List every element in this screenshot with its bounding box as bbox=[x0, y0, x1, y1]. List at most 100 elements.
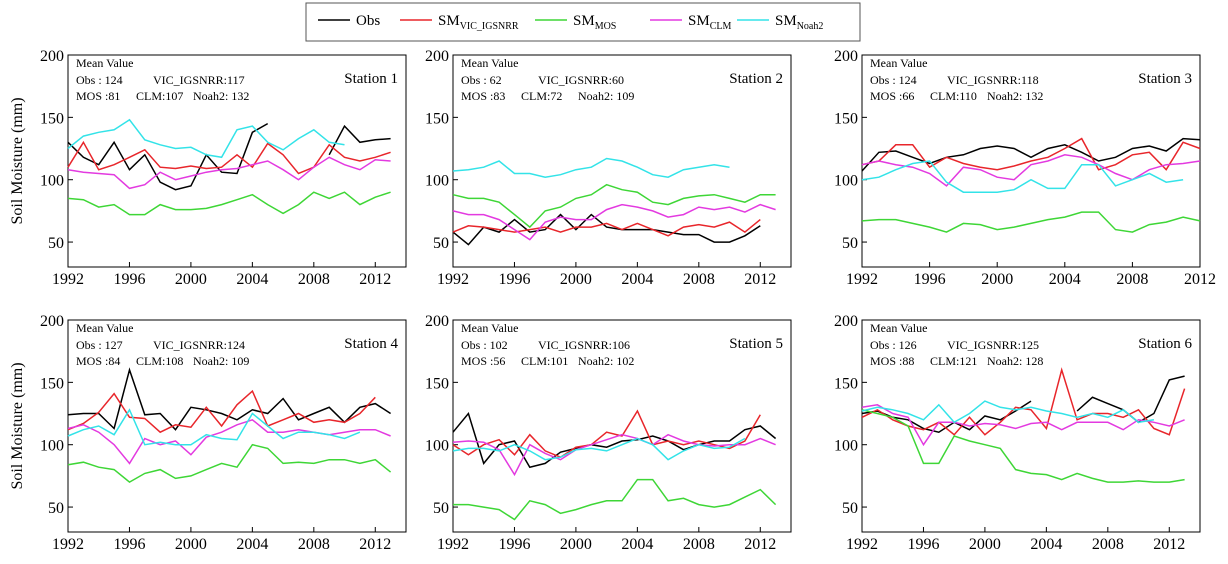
x-tick-label: 2000 bbox=[560, 271, 592, 288]
y-tick-label: 200 bbox=[40, 313, 64, 330]
annotation: VIC_IGSNRR:117 bbox=[153, 73, 245, 87]
series-line bbox=[67, 156, 391, 190]
panel-title: Station 3 bbox=[1138, 71, 1192, 87]
series-line bbox=[861, 375, 1185, 434]
x-tick-label: 2012 bbox=[1184, 271, 1216, 288]
panel-title: Station 2 bbox=[729, 71, 783, 87]
series-line bbox=[67, 389, 376, 434]
annotation: Mean Value bbox=[461, 56, 518, 70]
plot-frame bbox=[67, 319, 407, 533]
annotation: Noah2: 132 bbox=[193, 89, 249, 103]
series-line bbox=[861, 137, 1201, 171]
annotation: VIC_IGSNRR:60 bbox=[538, 73, 624, 87]
x-tick-label: 2012 bbox=[359, 271, 391, 288]
annotation: CLM:101 bbox=[521, 354, 568, 368]
x-tick-label: 2004 bbox=[621, 536, 653, 553]
legend-name: SM bbox=[688, 13, 710, 29]
series-line bbox=[452, 213, 761, 246]
x-tick-label: 1992 bbox=[52, 536, 84, 553]
annotation: MOS :83 bbox=[461, 89, 505, 103]
annotation: Mean Value bbox=[76, 56, 133, 70]
y-tick-label: 50 bbox=[842, 235, 858, 252]
x-tick-label: 2012 bbox=[359, 536, 391, 553]
y-tick-label: 200 bbox=[40, 48, 64, 65]
legend-label: SMVIC_IGSNRR bbox=[438, 13, 519, 32]
x-tick-label: 1996 bbox=[498, 536, 530, 553]
legend-name: SM bbox=[438, 13, 460, 29]
x-tick-label: 1992 bbox=[437, 271, 469, 288]
series-line bbox=[67, 118, 345, 159]
x-tick-label: 2012 bbox=[1153, 536, 1185, 553]
legend-label: SMMOS bbox=[573, 13, 616, 32]
annotation: Noah2: 132 bbox=[987, 89, 1043, 103]
annotation: Obs : 126 bbox=[870, 338, 917, 352]
x-tick-label: 2008 bbox=[298, 271, 330, 288]
annotation: VIC_IGSNRR:118 bbox=[947, 73, 1039, 87]
annotation: Noah2: 109 bbox=[578, 89, 634, 103]
x-tick-label: 2008 bbox=[683, 536, 715, 553]
annotation: CLM:107 bbox=[136, 89, 183, 103]
x-tick-label: 2000 bbox=[175, 536, 207, 553]
annotation: VIC_IGSNRR:124 bbox=[153, 338, 245, 352]
y-tick-label: 200 bbox=[425, 48, 449, 65]
annotation: MOS :56 bbox=[461, 354, 505, 368]
y-tick-label: 50 bbox=[48, 235, 64, 252]
y-tick-label: 100 bbox=[40, 173, 64, 190]
x-tick-label: 2008 bbox=[1092, 536, 1124, 553]
legend-label: Obs bbox=[356, 13, 380, 29]
y-tick-label: 100 bbox=[425, 438, 449, 455]
series-line bbox=[452, 411, 777, 469]
x-tick-label: 2004 bbox=[236, 271, 268, 288]
x-tick-label: 2008 bbox=[298, 536, 330, 553]
plot-frame bbox=[452, 54, 792, 268]
panel-title: Station 6 bbox=[1138, 336, 1192, 352]
annotation: MOS :81 bbox=[76, 89, 120, 103]
annotation: Mean Value bbox=[870, 321, 927, 335]
x-tick-label: 2004 bbox=[1049, 271, 1081, 288]
y-tick-label: 100 bbox=[425, 173, 449, 190]
x-tick-label: 2004 bbox=[621, 271, 653, 288]
x-tick-label: 2000 bbox=[981, 271, 1013, 288]
series-line bbox=[67, 418, 391, 465]
annotation: CLM:121 bbox=[930, 354, 977, 368]
series-line bbox=[452, 219, 761, 237]
annotation: Obs : 124 bbox=[870, 73, 917, 87]
panel-title: Station 5 bbox=[729, 336, 783, 352]
x-tick-label: 1996 bbox=[113, 536, 145, 553]
series-line bbox=[452, 409, 761, 459]
series-line bbox=[452, 203, 776, 241]
annotation: Noah2: 128 bbox=[987, 354, 1043, 368]
y-tick-label: 150 bbox=[40, 110, 64, 127]
legend-sub: Noah2 bbox=[797, 21, 824, 32]
y-tick-label: 150 bbox=[834, 110, 858, 127]
plot-frame bbox=[67, 54, 407, 268]
y-tick-label: 50 bbox=[433, 500, 449, 517]
legend-sub: CLM bbox=[710, 21, 732, 32]
series-line bbox=[67, 140, 391, 175]
plot-frame bbox=[452, 319, 792, 533]
legend-name: SM bbox=[573, 13, 595, 29]
annotation: Mean Value bbox=[461, 321, 518, 335]
x-tick-label: 2008 bbox=[683, 271, 715, 288]
x-tick-label: 1996 bbox=[914, 271, 946, 288]
legend-label: SMCLM bbox=[688, 13, 731, 32]
x-tick-label: 1992 bbox=[846, 536, 878, 553]
series-line bbox=[67, 191, 391, 216]
series-line bbox=[67, 443, 392, 484]
x-tick-label: 2004 bbox=[236, 536, 268, 553]
x-tick-label: 2012 bbox=[744, 271, 776, 288]
annotation: CLM:72 bbox=[521, 89, 562, 103]
annotation: Mean Value bbox=[76, 321, 133, 335]
plot-frame bbox=[861, 319, 1201, 533]
series-line bbox=[452, 437, 746, 461]
y-tick-label: 100 bbox=[834, 173, 858, 190]
series-line bbox=[861, 160, 1184, 193]
series-line bbox=[861, 367, 1186, 436]
panel-title: Station 1 bbox=[344, 71, 398, 87]
x-tick-label: 2000 bbox=[969, 536, 1001, 553]
y-axis-label: Soil Moisture (mm) bbox=[9, 97, 26, 224]
x-tick-label: 2004 bbox=[1030, 536, 1062, 553]
y-tick-label: 200 bbox=[834, 313, 858, 330]
y-tick-label: 200 bbox=[425, 313, 449, 330]
annotation: Obs : 127 bbox=[76, 338, 123, 352]
